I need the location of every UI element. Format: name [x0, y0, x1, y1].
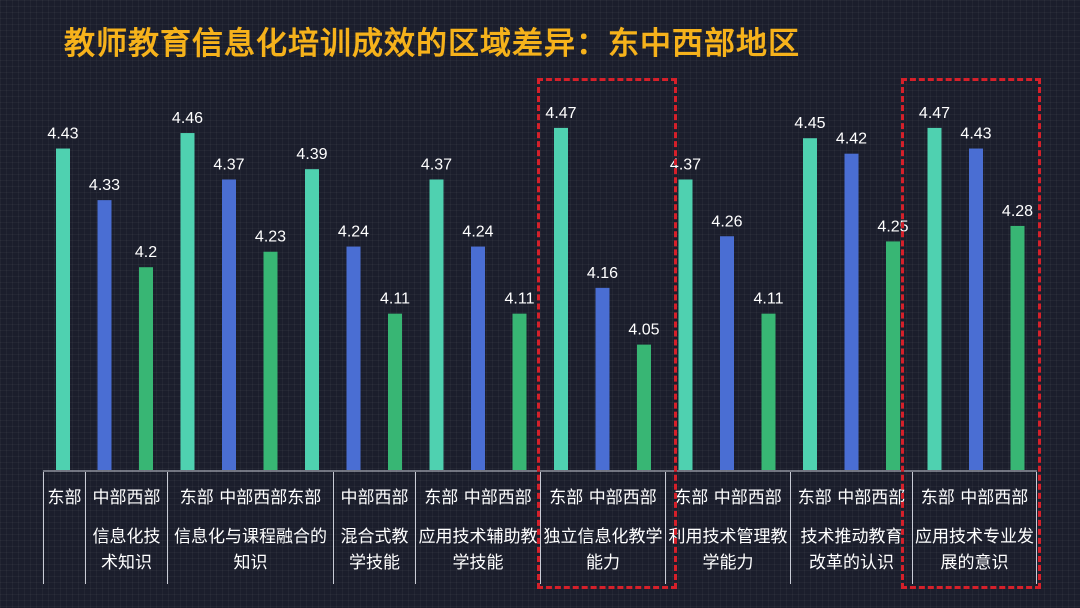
region-labels: 东部 中部西部	[797, 488, 906, 508]
bar-西部-7	[886, 241, 900, 470]
axis-cell: 东部 中部西部利用技术管理教学能力	[665, 472, 790, 584]
region-labels: 东部	[47, 488, 82, 508]
bar-中部-8	[969, 148, 983, 471]
data-label: 4.47	[545, 105, 576, 122]
region-labels: 东部 中部西部	[424, 488, 532, 508]
axis-cell: 东部 中部西部技术推动教育改革的认识	[790, 472, 912, 584]
bar-西部-3	[388, 313, 402, 470]
highlight-box-professional-development	[901, 78, 1041, 589]
data-label: 4.37	[421, 156, 452, 173]
bar-中部-5	[595, 287, 610, 470]
region-labels: 东部 中部西部	[674, 488, 782, 508]
bar-西部-4	[512, 313, 527, 470]
axis-cell: 东部 中部西部独立信息化教学能力	[540, 472, 665, 584]
data-label: 4.28	[1002, 203, 1033, 220]
bar-东部-6	[678, 179, 693, 470]
category-label: 信息化与课程融合的知识	[174, 527, 327, 573]
category-label: 利用技术管理教学能力	[668, 527, 788, 573]
data-label: 4.37	[670, 156, 701, 173]
category-label: 独立信息化教学能力	[543, 527, 663, 573]
bar-西部-5	[637, 344, 651, 470]
data-label: 4.26	[711, 213, 742, 230]
data-label: 4.11	[380, 291, 410, 308]
data-label: 4.11	[754, 291, 784, 308]
bar-东部-2	[180, 133, 195, 470]
data-label: 4.16	[587, 265, 618, 282]
data-label: 4.42	[836, 131, 867, 148]
bar-中部-1	[97, 200, 112, 470]
bar-东部-1	[56, 148, 70, 471]
data-label: 4.43	[960, 126, 991, 143]
data-label: 4.24	[338, 224, 369, 241]
highlight-box-independent-teaching	[537, 78, 677, 589]
bar-中部-2	[222, 179, 236, 470]
category-label: 应用技术专业发展的意识	[915, 527, 1034, 573]
region-labels: 东部 中部西部	[549, 488, 657, 508]
data-label: 4.23	[255, 229, 286, 246]
chart-title: 教师教育信息化培训成效的区域差异：东中西部地区	[64, 26, 800, 62]
category-label: 混合式教学技能	[340, 527, 409, 573]
category-label: 技术推动教育改革的认识	[800, 527, 903, 573]
data-label: 4.2	[135, 244, 157, 261]
data-label: 4.43	[47, 126, 78, 143]
bar-中部-4	[471, 246, 485, 470]
category-label: 应用技术辅助教学技能	[418, 527, 538, 573]
bar-西部-2	[263, 251, 278, 470]
data-label: 4.39	[296, 146, 327, 163]
data-label: 4.46	[172, 110, 203, 127]
bar-东部-5	[554, 127, 568, 470]
axis-cell: 东部 中部西部应用技术辅助教学技能	[415, 472, 540, 584]
bar-东部-8	[927, 127, 942, 470]
bar-西部-1	[139, 267, 153, 470]
region-labels: 东部 中部西部东部	[179, 488, 322, 508]
bar-西部-6	[761, 313, 776, 470]
axis-cell: 中部西部信息化技术知识	[85, 472, 167, 584]
category-label: 信息化技术知识	[92, 527, 161, 573]
bar-中部-7	[844, 153, 859, 470]
region-labels: 中部西部	[340, 488, 409, 508]
region-labels: 东部 中部西部	[920, 488, 1029, 508]
data-label: 4.45	[794, 115, 825, 132]
data-label: 4.33	[89, 177, 120, 194]
data-label: 4.05	[628, 322, 659, 339]
data-label: 4.37	[213, 156, 244, 173]
bar-东部-3	[305, 169, 319, 470]
data-label: 4.11	[505, 291, 535, 308]
bar-东部-4	[429, 179, 444, 470]
data-label: 4.47	[919, 105, 950, 122]
bar-中部-6	[720, 236, 734, 470]
axis-cell: 东部 中部西部应用技术专业发展的意识	[912, 472, 1037, 584]
axis-cell: 东部 中部西部东部信息化与课程融合的知识	[167, 472, 333, 584]
bar-西部-8	[1010, 225, 1025, 470]
data-label: 4.25	[877, 218, 908, 235]
axis-cell: 中部西部混合式教学技能	[333, 472, 415, 584]
bar-中部-3	[346, 246, 361, 470]
bar-东部-7	[803, 138, 817, 470]
region-labels: 中部西部	[92, 488, 161, 508]
axis-cell: 东部	[43, 472, 85, 584]
data-label: 4.24	[462, 224, 493, 241]
